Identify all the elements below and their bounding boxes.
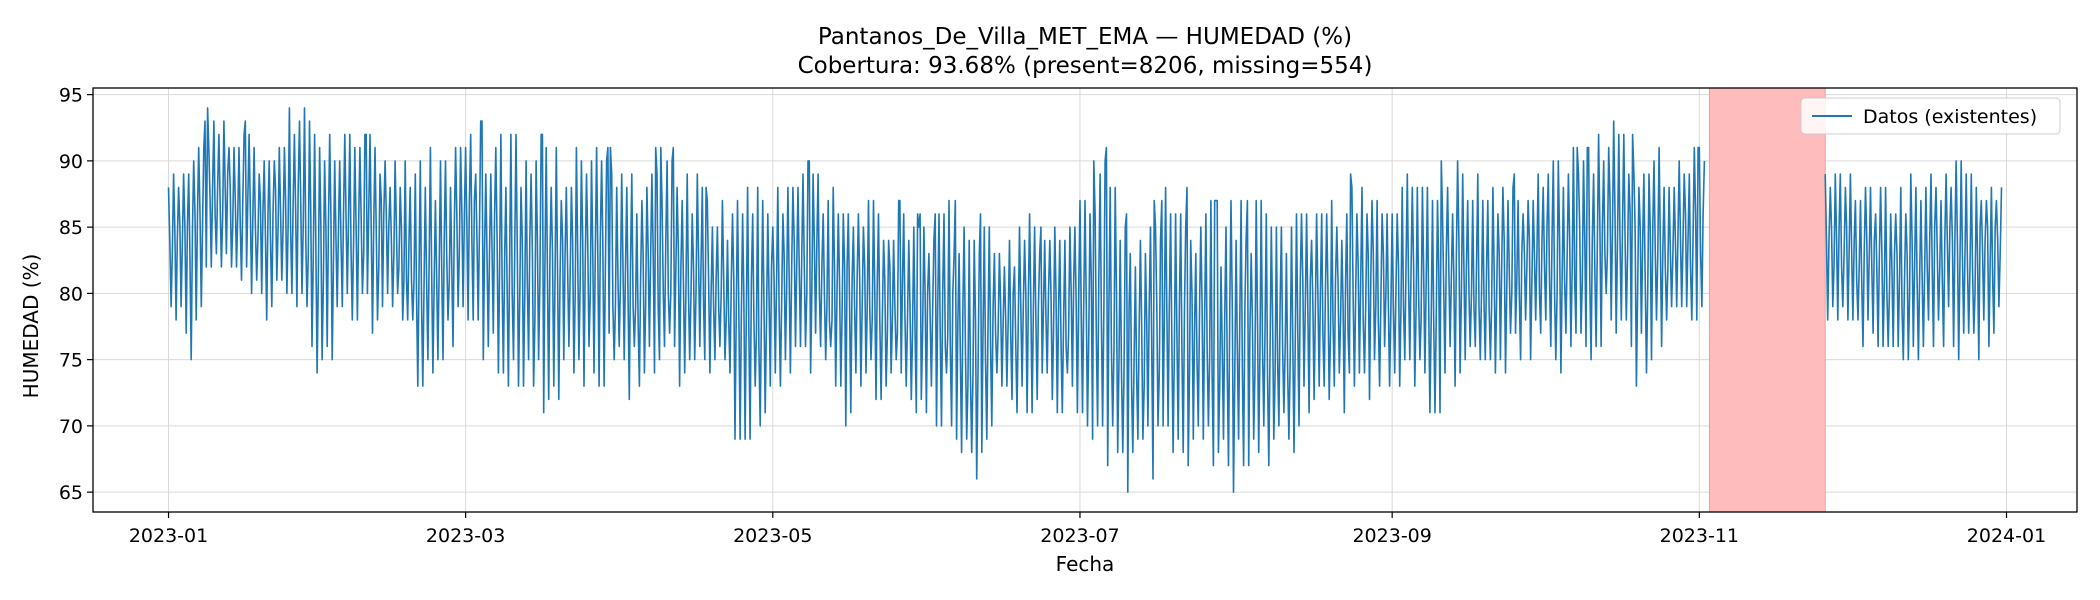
plot-frame — [92, 87, 2078, 513]
y-tick-label: 85 — [59, 217, 83, 239]
chart-title: Pantanos_De_Villa_MET_EMA — HUMEDAD (%) — [818, 24, 1352, 50]
x-tick-label: 2023-09 — [1352, 525, 1431, 547]
series-line-datos-existentes — [167, 107, 1706, 493]
series-line-datos-existentes — [1824, 160, 2003, 361]
y-tick-label: 70 — [59, 416, 83, 438]
x-tick-label: 2023-05 — [733, 525, 812, 547]
x-tick-label: 2024-01 — [1967, 525, 2046, 547]
x-tick-label: 2023-01 — [129, 525, 208, 547]
missing-data-layer — [1708, 87, 1826, 513]
x-tick-label: 2023-03 — [426, 525, 505, 547]
y-tick-label: 80 — [59, 283, 83, 305]
y-tick-label: 75 — [59, 350, 83, 372]
y-tick-label: 95 — [59, 85, 83, 107]
missing-data-span — [1708, 87, 1826, 513]
chart-subtitle: Cobertura: 93.68% (present=8206, missing… — [798, 53, 1373, 79]
series-layer — [167, 107, 2003, 493]
legend: Datos (existentes) — [1800, 97, 2061, 135]
x-tick-label: 2023-07 — [1040, 525, 1119, 547]
y-tick-label: 90 — [59, 151, 83, 173]
legend-entry-datos: Datos (existentes) — [1863, 106, 2037, 128]
y-axis-label: HUMEDAD (%) — [19, 254, 43, 399]
y-tick-label: 65 — [59, 482, 83, 504]
x-axis-label: Fecha — [1056, 552, 1115, 576]
legend-box — [1800, 97, 2061, 135]
x-tick-label: 2023-11 — [1660, 525, 1739, 547]
axis-ticks: 65 70 75 80 85 90 95 2023-01 2023-03 2023-05 2023-… — [59, 85, 2046, 547]
